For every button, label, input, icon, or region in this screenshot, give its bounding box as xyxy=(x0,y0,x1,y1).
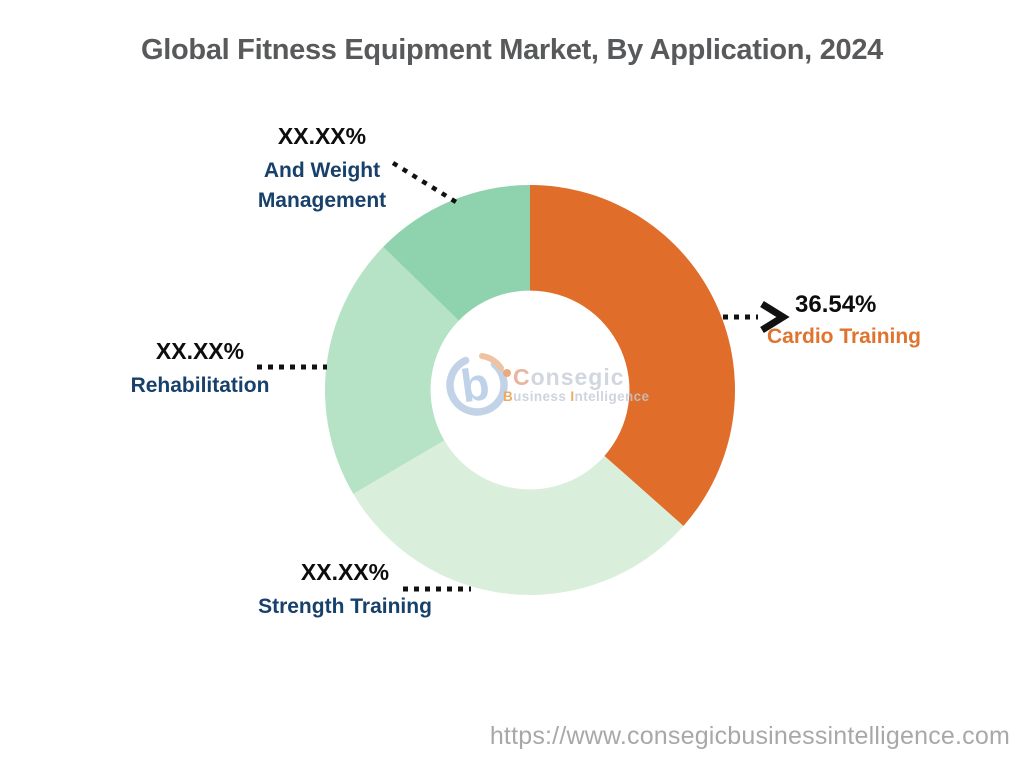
logo-b-glyph: b xyxy=(457,357,492,412)
slice-percent-strength-training: XX.XX% xyxy=(300,559,390,585)
leader-lines xyxy=(257,161,790,592)
donut-slice-rehabilitation xyxy=(325,246,459,494)
slice-name-weight-management: And Weight Management xyxy=(257,159,387,212)
logo-orange-dot xyxy=(503,369,511,377)
watermark-logo: b Consegic Business Intelligence xyxy=(446,353,650,416)
source-url: https://www.consegicbusinessintelligence… xyxy=(489,722,1010,750)
watermark-brand-text: Consegic xyxy=(513,364,625,390)
slice-percent-weight-management: XX.XX% xyxy=(277,123,367,149)
donut-slice-cardio-training xyxy=(530,185,735,526)
slice-percent-cardio-training: 36.54% xyxy=(795,291,877,318)
logo-ring-arc xyxy=(446,356,508,416)
donut-slice-and-weight-management xyxy=(383,185,530,321)
donut-slice-strength-training xyxy=(353,440,684,595)
logo-orange-arc xyxy=(479,353,504,371)
watermark-tagline-text: Business Intelligence xyxy=(503,389,650,404)
leader-line-weight-management xyxy=(391,161,458,204)
arrowhead-icon xyxy=(760,301,790,333)
slice-name-cardio-training: Cardio Training xyxy=(767,325,922,348)
slice-name-rehabilitation: Rehabilitation xyxy=(130,374,270,397)
slice-label-weight-management: XX.XX% And Weight Management xyxy=(237,123,407,216)
slice-name-strength-training: Strength Training xyxy=(258,595,432,618)
slice-percent-rehabilitation: XX.XX% xyxy=(155,338,245,364)
donut-slices xyxy=(325,185,735,595)
slice-label-strength-training: XX.XX% Strength Training xyxy=(245,559,445,622)
chart-title: Global Fitness Equipment Market, By Appl… xyxy=(140,34,884,66)
slice-label-rehabilitation: XX.XX% Rehabilitation xyxy=(100,338,300,401)
